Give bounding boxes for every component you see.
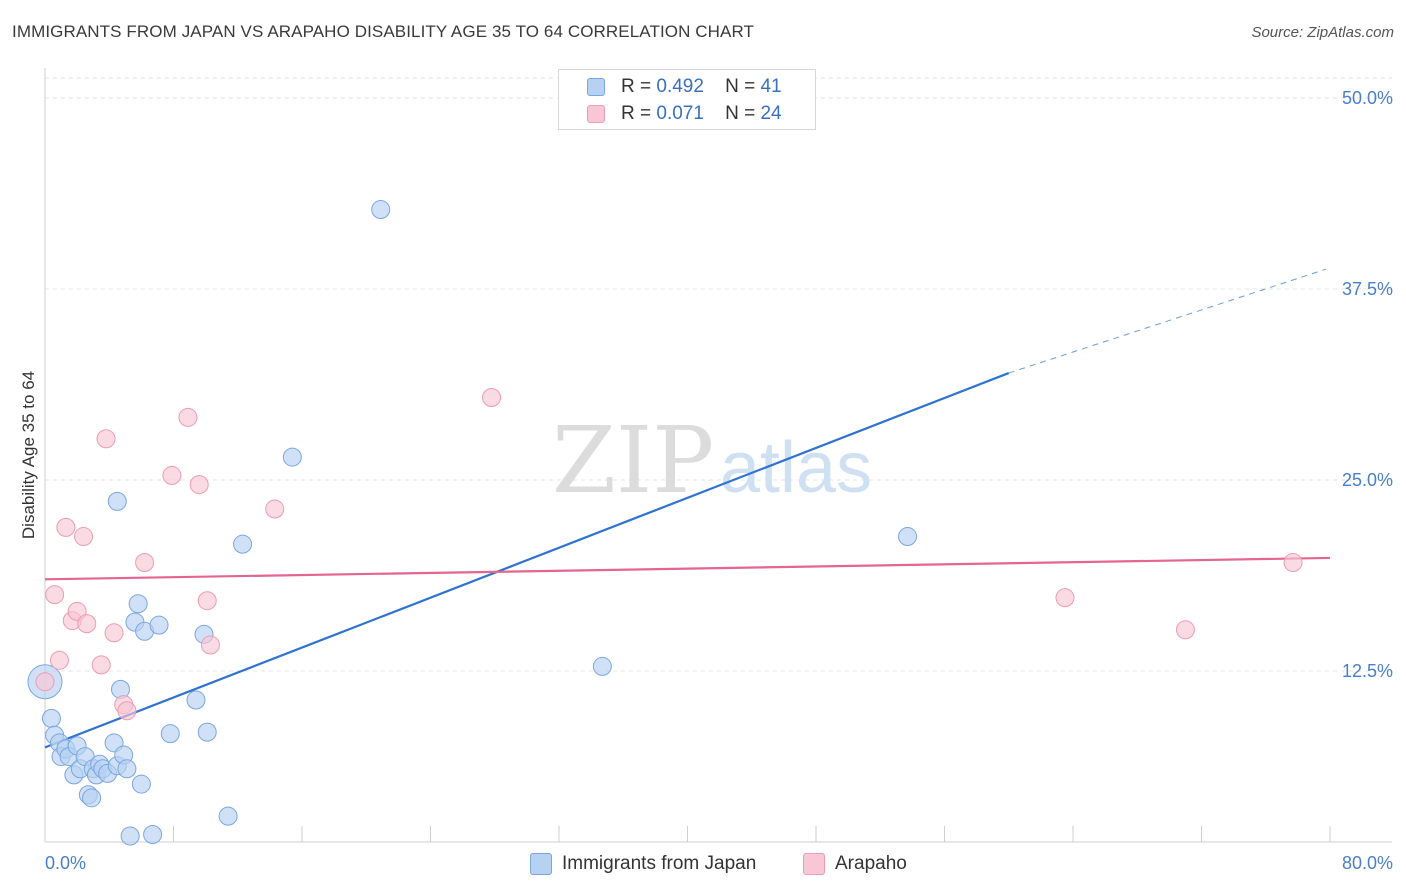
data-point-japan (218, 806, 238, 826)
bottom-legend-label-japan: Immigrants from Japan (562, 853, 757, 874)
data-point-japan (41, 708, 61, 728)
data-point-arapaho (189, 475, 209, 495)
source-credit: Source: ZipAtlas.com (1251, 24, 1394, 41)
data-point-japan (143, 824, 163, 844)
data-point-japan (131, 774, 151, 794)
data-point-arapaho (178, 407, 198, 427)
trend-line-japan-extension (1008, 268, 1327, 374)
data-point-arapaho (96, 429, 116, 449)
watermark-zip: ZIP (552, 407, 714, 514)
axes (44, 68, 1392, 843)
legend-swatch-arapaho (587, 105, 605, 123)
data-point-japan (107, 491, 127, 511)
legend-swatch-japan (587, 78, 605, 96)
legend-n-label-arapaho: N = (725, 103, 756, 124)
data-point-arapaho (77, 614, 97, 634)
data-point-arapaho (482, 387, 502, 407)
legend-n-label-japan: N = (725, 76, 756, 97)
bottom-legend-label-arapaho: Arapaho (835, 853, 907, 874)
grid-lines (45, 77, 1392, 672)
legend-n-value-japan: 41 (760, 76, 782, 97)
data-point-japan (128, 594, 148, 614)
data-point-japan (898, 527, 918, 547)
data-point-arapaho (265, 499, 285, 519)
x-tick-label-min: 0.0% (45, 853, 86, 873)
data-point-arapaho (1283, 553, 1303, 573)
data-point-arapaho (74, 527, 94, 547)
data-point-arapaho (1175, 620, 1195, 640)
data-point-arapaho (91, 655, 111, 675)
data-point-arapaho (135, 553, 155, 573)
stats-legend: R = 0.492 N = 41 R = 0.071 N = 24 (558, 69, 816, 130)
chart-title: IMMIGRANTS FROM JAPAN VS ARAPAHO DISABIL… (12, 22, 755, 41)
data-point-japan (117, 759, 137, 779)
data-points (27, 200, 1303, 846)
tick-labels: 12.5% 25.0% 37.5% 50.0% 0.0% 80.0% Disability … (19, 88, 1393, 873)
data-point-japan (197, 722, 217, 742)
data-point-japan (282, 447, 302, 467)
data-point-arapaho (45, 585, 65, 605)
data-point-arapaho (49, 650, 69, 670)
trend-lines (44, 268, 1331, 749)
data-point-arapaho (117, 701, 137, 721)
legend-r-label-arapaho: R = (621, 103, 652, 124)
bottom-legend-swatch-japan (530, 853, 552, 875)
y-tick-label: 12.5% (1342, 661, 1393, 681)
bottom-legend-swatch-arapaho (803, 853, 825, 875)
data-point-arapaho (56, 517, 76, 537)
x-tick-label-max: 80.0% (1342, 853, 1393, 873)
data-point-arapaho (162, 465, 182, 485)
data-point-japan (186, 690, 206, 710)
legend-r-value-japan: 0.492 (656, 76, 704, 97)
y-tick-label: 50.0% (1342, 88, 1393, 108)
data-point-arapaho (35, 672, 55, 692)
legend-r-label-japan: R = (621, 76, 652, 97)
trend-line-arapaho (44, 556, 1331, 581)
legend-n-value-arapaho: 24 (760, 103, 782, 124)
data-point-japan (120, 826, 140, 846)
data-point-arapaho (104, 623, 124, 643)
y-tick-label: 25.0% (1342, 470, 1393, 490)
data-point-japan (160, 724, 180, 744)
legend-r-value-arapaho: 0.071 (656, 103, 704, 124)
data-point-arapaho (1055, 588, 1075, 608)
data-point-arapaho (197, 591, 217, 611)
data-point-arapaho (200, 635, 220, 655)
data-point-japan (371, 200, 391, 220)
watermark-atlas: atlas (720, 428, 872, 508)
data-point-japan (233, 534, 253, 554)
data-point-japan (82, 788, 102, 808)
y-tick-label: 37.5% (1342, 279, 1393, 299)
data-point-japan (149, 615, 169, 635)
data-point-japan (592, 656, 612, 676)
trend-line-japan (44, 372, 1010, 749)
y-axis-label: Disability Age 35 to 64 (19, 371, 38, 539)
